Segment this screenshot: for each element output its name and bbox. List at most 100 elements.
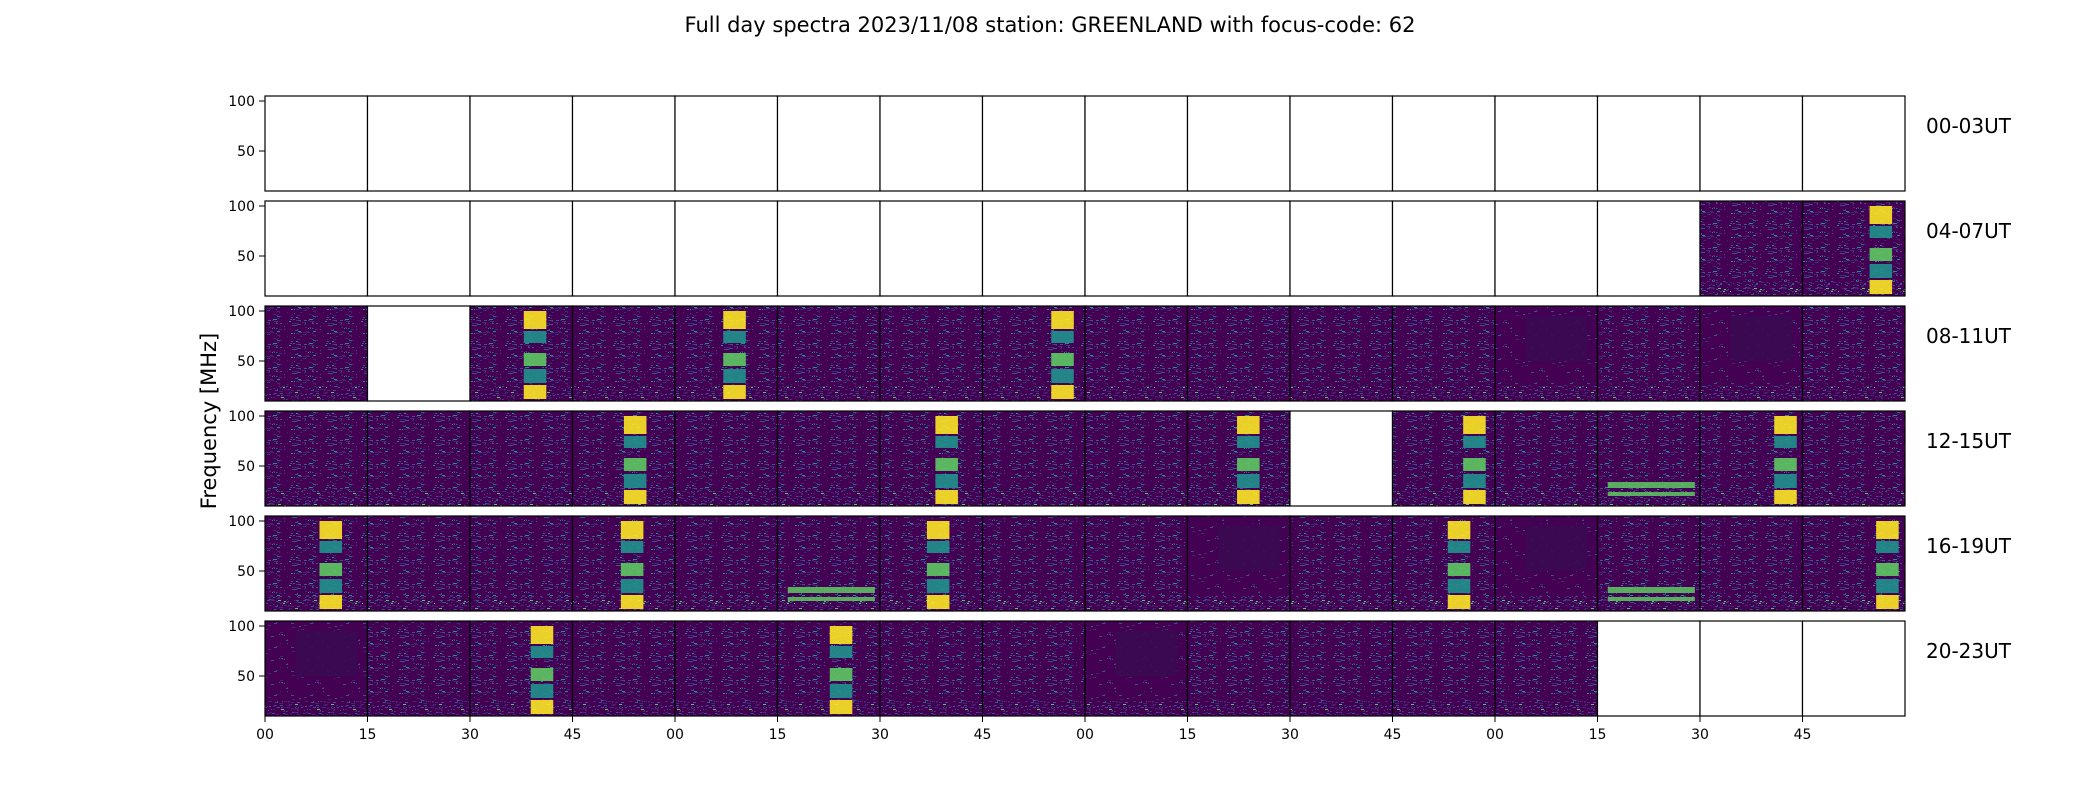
spectrum-panel-noise [981, 620, 1086, 717]
low-frequency-band [1187, 386, 1290, 401]
x-tick-label: 45 [974, 727, 992, 743]
low-frequency-band [1700, 596, 1803, 611]
burst-segment [1774, 436, 1797, 448]
low-frequency-band [880, 386, 983, 401]
burst-segment [1774, 416, 1797, 434]
panel-background [1597, 96, 1700, 191]
spectrum-panel-empty [366, 200, 471, 297]
spectrum-panel-empty [1289, 95, 1394, 192]
spectrum-panel-noise [879, 305, 984, 402]
spectrum-panel-empty [366, 95, 471, 192]
burst-segment [620, 521, 644, 539]
spectrum-panel-empty [879, 95, 984, 192]
spectrum-panel-burst [879, 515, 984, 612]
burst-segment [1237, 416, 1260, 434]
spectrum-panel-band [1596, 515, 1701, 612]
spectrum-panel-burst [469, 620, 574, 717]
low-frequency-band [1085, 596, 1188, 611]
panel-background [470, 306, 573, 401]
burst-segment [530, 684, 554, 698]
burst-segment [1447, 595, 1471, 609]
panel-background [880, 96, 983, 191]
low-frequency-band [777, 386, 880, 401]
spectrum-panel-empty [366, 305, 471, 402]
burst-segment [1876, 521, 1899, 539]
panel-background [1597, 306, 1700, 401]
burst-segment [723, 385, 746, 399]
low-frequency-band [982, 596, 1085, 611]
burst-segment [829, 626, 853, 644]
panel-background [1392, 516, 1495, 611]
panel-background [777, 516, 880, 611]
spectrum-panel-empty [1289, 410, 1394, 507]
row-time-label: 12-15UT [1926, 429, 2012, 453]
burst-segment [1237, 436, 1260, 448]
burst-segment [935, 416, 958, 434]
panel-background [1700, 516, 1803, 611]
panel-frame [1801, 95, 1906, 192]
spectrum-panel-noise [1391, 305, 1496, 402]
panel-background [777, 411, 880, 506]
spectrum-panel-noise [1084, 410, 1189, 507]
low-frequency-band [1700, 281, 1803, 296]
spectrum-panel-burst [1801, 200, 1906, 297]
low-frequency-band [982, 701, 1085, 716]
spectrum-panel-noise [674, 620, 779, 717]
burst-segment [1051, 369, 1074, 383]
burst-segment [723, 369, 746, 383]
burst-segment [926, 541, 950, 553]
panel-background [265, 516, 368, 611]
interference-band [1607, 492, 1695, 496]
burst-segment [1869, 206, 1893, 224]
burst-segment [319, 521, 343, 539]
low-frequency-band [265, 701, 368, 716]
panel-background [470, 516, 573, 611]
burst-segment [1237, 458, 1260, 471]
spectra-row: 100 50 20-23UT [228, 619, 2012, 717]
panel-background [1700, 621, 1803, 716]
spectra-row: 100 50 12-15UT [228, 409, 2012, 507]
low-frequency-band [572, 701, 675, 716]
spectrum-panel-empty [1596, 620, 1701, 717]
spectrum-panel-empty [776, 200, 881, 297]
low-frequency-band [1495, 386, 1598, 401]
spectrum-panel-noise [981, 515, 1086, 612]
panel-background [1802, 411, 1905, 506]
panel-background [1290, 516, 1393, 611]
low-frequency-band [1392, 596, 1495, 611]
panel-background [265, 411, 368, 506]
y-tick-label: 50 [237, 354, 255, 370]
panel-background [1700, 201, 1803, 296]
burst-segment [1774, 490, 1797, 504]
spectrum-panel-empty [1596, 200, 1701, 297]
spectrum-panel-noise [1801, 410, 1906, 507]
burst-segment [620, 579, 644, 593]
panel-background [572, 201, 675, 296]
panel-background [982, 201, 1085, 296]
panel-background [1700, 96, 1803, 191]
y-tick-label: 100 [228, 514, 255, 530]
low-frequency-band [1392, 386, 1495, 401]
x-tick-label: 30 [871, 727, 889, 743]
spectrum-panel-noise [1801, 305, 1906, 402]
spectrum-panel-noise [469, 410, 574, 507]
burst-segment [523, 385, 547, 399]
x-tick-label: 00 [666, 727, 684, 743]
low-frequency-band [470, 386, 573, 401]
panel-background [1085, 411, 1188, 506]
spectrum-panel-noise [776, 410, 881, 507]
spectrum-panel-empty [981, 95, 1086, 192]
spectrum-panel-noise [366, 515, 471, 612]
burst-segment [926, 595, 950, 609]
low-frequency-band [1290, 386, 1393, 401]
spectrum-panel-noise [1186, 620, 1291, 717]
dark-block [1218, 526, 1280, 571]
spectrum-panel-noise [366, 620, 471, 717]
spectrum-panel-empty [1494, 200, 1599, 297]
spectrum-panel-empty [1084, 95, 1189, 192]
spectrum-panel-noise [1186, 305, 1291, 402]
burst-segment [829, 700, 853, 714]
low-frequency-band [777, 491, 880, 506]
